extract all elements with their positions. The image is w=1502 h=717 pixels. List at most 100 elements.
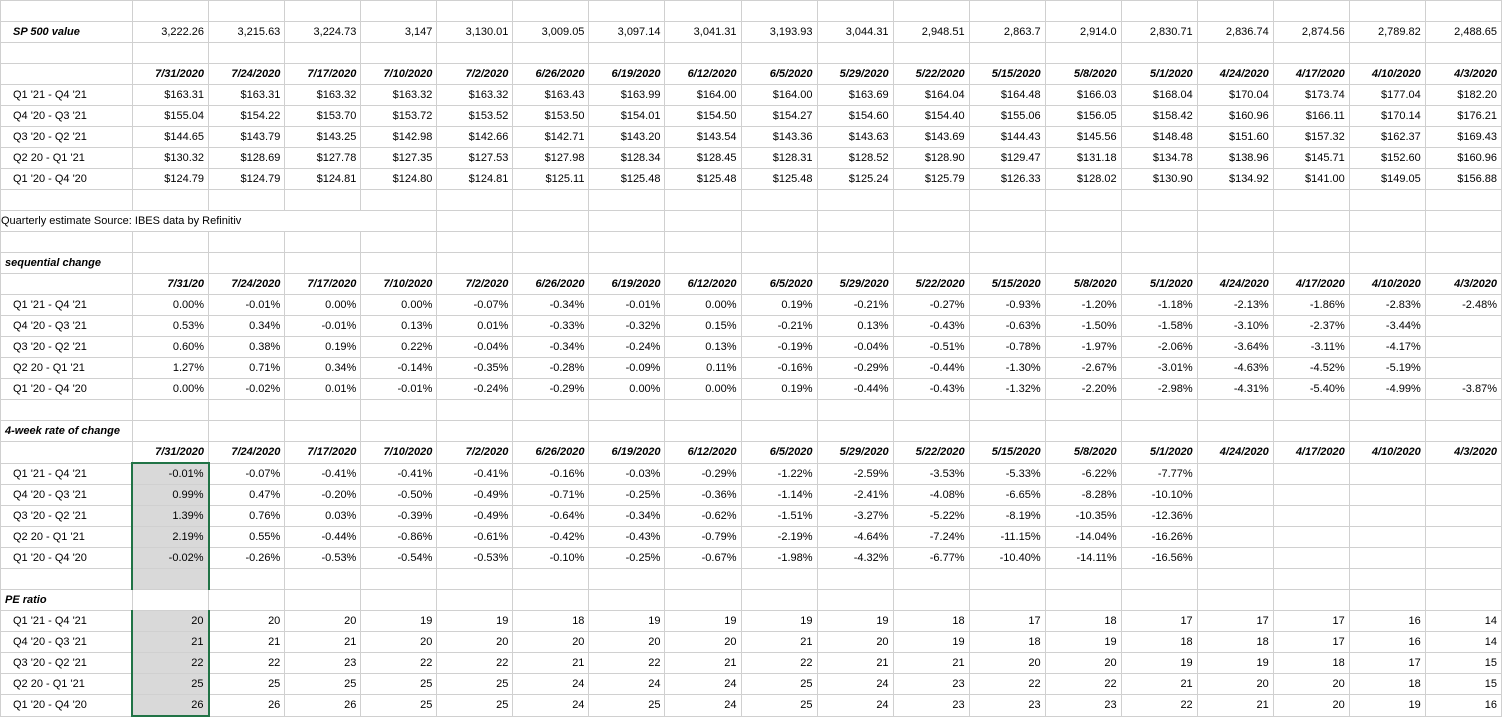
date-header: 6/12/2020 [665, 442, 741, 464]
roc-cell: -0.71% [513, 485, 589, 506]
roc-cell: -12.36% [1121, 506, 1197, 527]
roc-cell: -0.44% [285, 527, 361, 548]
roc-cell [1273, 485, 1349, 506]
estimate-cell: $124.81 [285, 169, 361, 190]
pe-cell: 20 [437, 632, 513, 653]
pe-cell: 26 [132, 695, 209, 717]
pe-cell: 20 [1273, 674, 1349, 695]
estimate-cell: $153.50 [513, 106, 589, 127]
date-header: 4/3/2020 [1425, 274, 1501, 295]
date-header: 6/5/2020 [741, 274, 817, 295]
estimate-cell: $143.69 [893, 127, 969, 148]
roc-cell: -4.08% [893, 485, 969, 506]
roc-cell [1425, 527, 1501, 548]
seq-cell: -1.50% [1045, 316, 1121, 337]
roc-cell: -1.51% [741, 506, 817, 527]
roc-cell: -0.53% [437, 548, 513, 569]
pe-cell: 22 [361, 653, 437, 674]
pe-cell: 23 [1045, 695, 1121, 717]
date-header: 4/24/2020 [1197, 274, 1273, 295]
date-header: 4/3/2020 [1425, 64, 1501, 85]
estimate-cell: $129.47 [969, 148, 1045, 169]
roc-cell [1273, 506, 1349, 527]
pe-cell: 26 [209, 695, 285, 717]
roc-cell: -0.02% [132, 548, 209, 569]
estimate-cell: $145.56 [1045, 127, 1121, 148]
estimate-cell: $124.79 [132, 169, 209, 190]
date-header: 5/8/2020 [1045, 274, 1121, 295]
pe-cell: 24 [817, 674, 893, 695]
sp500-value: 3,193.93 [741, 22, 817, 43]
estimate-cell: $134.92 [1197, 169, 1273, 190]
roc-cell [1273, 527, 1349, 548]
estimate-cell: $128.45 [665, 148, 741, 169]
seq-cell: -4.17% [1349, 337, 1425, 358]
roc-cell: -10.40% [969, 548, 1045, 569]
sp500-value: 2,488.65 [1425, 22, 1501, 43]
seq-cell: -0.24% [589, 337, 665, 358]
period-label: Q1 '20 - Q4 '20 [1, 548, 133, 569]
period-label: Q4 '20 - Q3 '21 [1, 632, 133, 653]
pe-cell: 21 [741, 632, 817, 653]
seq-cell: -0.78% [969, 337, 1045, 358]
sp500-value: 3,224.73 [285, 22, 361, 43]
seq-cell: 0.71% [209, 358, 285, 379]
seq-cell: -1.30% [969, 358, 1045, 379]
pe-cell: 21 [285, 632, 361, 653]
pe-cell: 18 [1045, 611, 1121, 632]
seq-cell: 0.60% [132, 337, 209, 358]
date-header: 4/17/2020 [1273, 64, 1349, 85]
sp500-value: 2,874.56 [1273, 22, 1349, 43]
sp500-value: 2,863.7 [969, 22, 1045, 43]
roc-cell: -4.64% [817, 527, 893, 548]
roc-cell: -1.98% [741, 548, 817, 569]
seq-cell: -3.10% [1197, 316, 1273, 337]
pe-cell: 19 [817, 611, 893, 632]
date-header: 7/2/2020 [437, 64, 513, 85]
roc-cell: -0.36% [665, 485, 741, 506]
seq-cell [1425, 337, 1501, 358]
estimate-cell: $170.04 [1197, 85, 1273, 106]
period-label: Q1 '21 - Q4 '21 [1, 611, 133, 632]
pe-cell: 20 [1273, 695, 1349, 717]
estimate-cell: $151.60 [1197, 127, 1273, 148]
estimate-cell: $143.25 [285, 127, 361, 148]
estimate-cell: $131.18 [1045, 148, 1121, 169]
date-header: 5/22/2020 [893, 64, 969, 85]
estimate-cell: $155.04 [132, 106, 209, 127]
roc-cell: -2.59% [817, 463, 893, 485]
pe-cell: 20 [209, 611, 285, 632]
pe-cell: 21 [1121, 674, 1197, 695]
sp500-value: 3,009.05 [513, 22, 589, 43]
pe-cell: 24 [665, 695, 741, 717]
estimate-cell: $157.32 [1273, 127, 1349, 148]
pe-cell: 20 [969, 653, 1045, 674]
date-header: 6/5/2020 [741, 64, 817, 85]
estimate-cell: $124.80 [361, 169, 437, 190]
seq-cell: -1.20% [1045, 295, 1121, 316]
estimate-cell: $143.79 [209, 127, 285, 148]
seq-cell: 0.01% [285, 379, 361, 400]
seq-cell: -0.29% [817, 358, 893, 379]
date-header: 4/17/2020 [1273, 442, 1349, 464]
pe-cell: 22 [589, 653, 665, 674]
seq-cell: -0.34% [513, 295, 589, 316]
pe-cell: 18 [513, 611, 589, 632]
pe-cell: 19 [741, 611, 817, 632]
date-header: 7/10/2020 [361, 64, 437, 85]
seq-cell: -4.63% [1197, 358, 1273, 379]
seq-cell: -0.09% [589, 358, 665, 379]
seq-cell: -0.14% [361, 358, 437, 379]
roc-cell: -0.20% [285, 485, 361, 506]
date-header: 4/3/2020 [1425, 442, 1501, 464]
roc-cell: 0.47% [209, 485, 285, 506]
pe-cell: 20 [513, 632, 589, 653]
date-header: 5/1/2020 [1121, 442, 1197, 464]
sp500-value: 3,222.26 [132, 22, 209, 43]
estimate-cell: $128.31 [741, 148, 817, 169]
roc-cell [1197, 548, 1273, 569]
estimate-cell: $125.79 [893, 169, 969, 190]
pe-cell: 25 [132, 674, 209, 695]
date-header: 4/24/2020 [1197, 64, 1273, 85]
date-header: 4/10/2020 [1349, 64, 1425, 85]
